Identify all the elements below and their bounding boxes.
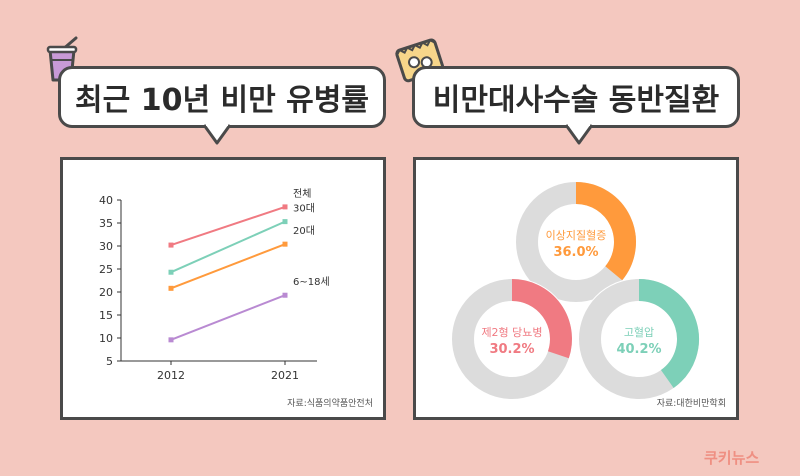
y-tick-label: 20 bbox=[99, 286, 113, 299]
series-point-3 bbox=[282, 292, 288, 298]
y-tick-label: 10 bbox=[99, 332, 113, 345]
series-point-2 bbox=[168, 285, 174, 291]
right-title: 비만대사수술 동반질환 bbox=[432, 83, 720, 118]
y-tick-label: 25 bbox=[99, 263, 113, 276]
donut-charts: 이상지질혈증 36.0% 제2형 당뇨병 30.2% 고혈압 40.2% bbox=[451, 181, 700, 400]
series-point-0 bbox=[282, 204, 288, 210]
series-label-2: 20대 bbox=[293, 225, 315, 237]
series-label-1: 30대 bbox=[293, 203, 315, 215]
left-bubble-tail bbox=[202, 122, 232, 145]
series-label-3: 6~18세 bbox=[293, 276, 330, 288]
left-source: 자료:식품의약품안전처 bbox=[287, 399, 373, 409]
series-line-1 bbox=[170, 220, 286, 274]
series-line-3 bbox=[170, 294, 286, 341]
donut-label: 이상지질혈증 bbox=[546, 228, 607, 242]
x-tick-label: 2012 bbox=[157, 369, 185, 382]
donut-label: 제2형 당뇨병 bbox=[481, 326, 542, 339]
donut-chart-panel: 이상지질혈증 36.0% 제2형 당뇨병 30.2% 고혈압 40.2% 자료:대한비만학… bbox=[413, 157, 739, 420]
series-label-0: 전체 bbox=[293, 188, 311, 200]
series-point-1 bbox=[282, 219, 288, 225]
series-line-2 bbox=[170, 243, 286, 290]
donut-value: 30.2% bbox=[489, 342, 534, 357]
y-tick-label: 15 bbox=[99, 309, 113, 322]
left-title-bubble: 최근 10년 비만 유병률 bbox=[58, 66, 386, 128]
x-tick-label: 2021 bbox=[271, 369, 299, 382]
right-source: 자료:대한비만학회 bbox=[656, 399, 726, 409]
donut-label: 고혈압 bbox=[624, 325, 654, 339]
series-point-3 bbox=[168, 337, 174, 343]
y-tick-label: 40 bbox=[99, 194, 113, 207]
y-tick-label: 35 bbox=[99, 217, 113, 230]
brand-logo: 쿠키뉴스 bbox=[704, 449, 760, 467]
series-point-2 bbox=[282, 241, 288, 247]
y-tick-label: 5 bbox=[106, 355, 113, 368]
donut-slice bbox=[638, 279, 699, 388]
line-chart: 5 10 15 20 25 30 35 40 2012 2021 전체 30대 20대 6~18세 bbox=[99, 188, 330, 382]
left-title: 최근 10년 비만 유병률 bbox=[75, 83, 369, 118]
line-chart-panel: 5 10 15 20 25 30 35 40 2012 2021 전체 30대 20대 6~18세 자료:… bbox=[60, 157, 386, 420]
donut-slice bbox=[575, 182, 636, 281]
right-bubble-tail bbox=[564, 122, 594, 145]
donut-value: 40.2% bbox=[616, 342, 661, 357]
series-line-0 bbox=[170, 205, 286, 247]
y-tick-label: 30 bbox=[99, 240, 113, 253]
series-point-1 bbox=[168, 269, 174, 275]
right-title-bubble: 비만대사수술 동반질환 bbox=[412, 66, 740, 128]
donut-slice bbox=[511, 279, 572, 359]
donut-value: 36.0% bbox=[553, 245, 598, 260]
series-point-0 bbox=[168, 242, 174, 248]
